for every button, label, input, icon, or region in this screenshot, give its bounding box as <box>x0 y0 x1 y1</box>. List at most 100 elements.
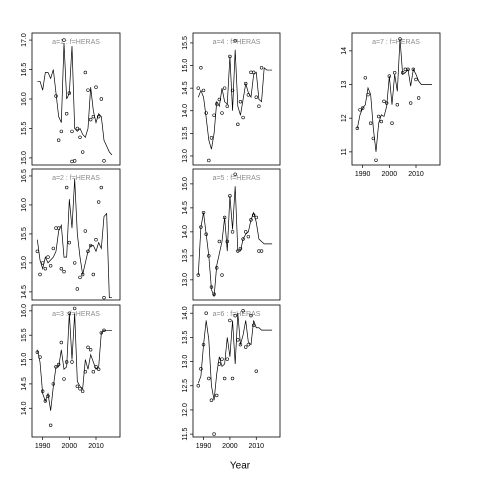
data-point <box>96 114 101 119</box>
y-tick-label: 13.5 <box>182 249 189 263</box>
y-tick-label: 14.5 <box>21 377 28 391</box>
x-tick-label: 2010 <box>248 443 264 450</box>
data-point <box>86 345 90 350</box>
data-point <box>233 172 237 176</box>
data-point <box>70 159 74 164</box>
panel-frame <box>192 304 281 438</box>
data-point <box>358 108 362 112</box>
y-tick-label: 11 <box>341 148 348 155</box>
data-point <box>62 377 66 381</box>
y-tick-label: 15.5 <box>182 36 189 50</box>
data-point <box>78 275 82 280</box>
data-point <box>233 38 237 43</box>
data-point <box>48 423 53 428</box>
data-point <box>360 106 365 110</box>
data-point <box>254 369 258 373</box>
data-point <box>230 230 235 234</box>
data-point <box>38 272 42 277</box>
y-tick-label: 12.0 <box>182 403 189 417</box>
y-tick-label: 14.0 <box>182 104 189 118</box>
data-point <box>233 313 237 318</box>
x-tick-label: 2000 <box>222 443 238 450</box>
y-tick-label: 13.0 <box>182 149 189 163</box>
data-point <box>207 376 211 381</box>
x-tick-label: 1990 <box>196 443 212 450</box>
data-point <box>48 264 53 268</box>
data-point <box>241 115 245 120</box>
y-tick-label: 12 <box>341 114 348 122</box>
data-point <box>70 129 74 134</box>
data-point <box>259 66 264 70</box>
data-point <box>43 399 48 403</box>
y-tick-label: 16.0 <box>21 92 28 106</box>
panel-title: a=2 : f=HERAS <box>52 175 100 182</box>
fit-line <box>197 49 273 150</box>
data-point <box>408 101 413 105</box>
data-point <box>62 269 66 274</box>
y-tick-label: 14.0 <box>21 401 28 415</box>
data-point <box>91 370 96 374</box>
fit-line <box>36 313 112 411</box>
data-point <box>102 295 106 300</box>
data-point <box>395 103 400 107</box>
data-point <box>249 313 253 318</box>
data-point <box>225 239 229 244</box>
fit-line <box>356 39 432 152</box>
y-tick-label: 14 <box>341 47 348 55</box>
data-point <box>217 97 222 102</box>
panel-title: a=4 : f=HERAS <box>213 39 261 46</box>
data-point <box>91 272 96 277</box>
data-point <box>78 135 82 140</box>
data-point <box>209 136 214 140</box>
data-point <box>225 104 229 108</box>
data-point <box>43 266 48 271</box>
y-tick-label: 14.5 <box>182 201 189 215</box>
data-point <box>212 432 216 436</box>
panel-title: a=7 : f=HERAS <box>372 39 420 46</box>
data-point <box>196 86 200 90</box>
data-point <box>80 389 85 393</box>
data-point <box>99 97 104 101</box>
y-tick-label: 16.5 <box>21 169 28 183</box>
x-tick-label: 1990 <box>355 171 371 178</box>
data-point <box>75 384 80 389</box>
y-tick-label: 16.0 <box>21 198 28 212</box>
y-tick-label: 15.0 <box>182 59 189 73</box>
panel-title: a=1 : f=HERAS <box>52 39 100 46</box>
y-tick-label: 14.5 <box>182 81 189 95</box>
data-point <box>222 376 227 381</box>
data-point <box>56 138 61 142</box>
data-point <box>246 342 251 347</box>
data-point <box>376 114 381 119</box>
y-tick-label: 13.5 <box>182 126 189 140</box>
data-point <box>244 230 248 234</box>
fit-line <box>36 178 112 299</box>
panel: a=4 : f=HERAS 13.0 13.5 14.0 14.5 15.0 15.5 <box>182 32 281 166</box>
data-point <box>72 261 77 265</box>
data-point <box>196 384 200 388</box>
data-point <box>99 185 104 190</box>
data-point <box>209 398 214 402</box>
panel-title: a=6 : f=HERAS <box>213 311 261 318</box>
data-point <box>222 86 227 90</box>
y-tick-label: 12.5 <box>182 379 189 393</box>
data-point <box>59 340 64 345</box>
x-axis-label: Year <box>230 461 251 472</box>
y-tick-label: 14.0 <box>182 306 189 320</box>
data-point <box>201 88 206 93</box>
y-tick-label: 13.0 <box>182 355 189 369</box>
data-point <box>246 234 251 239</box>
panel-title: a=5 : f=HERAS <box>213 175 261 182</box>
x-tick-label: 2010 <box>408 171 424 178</box>
data-point <box>51 246 56 251</box>
data-point <box>102 159 106 163</box>
data-point <box>70 360 74 364</box>
x-tick-label: 2010 <box>88 443 104 450</box>
data-point <box>225 357 229 361</box>
x-tick-label: 1990 <box>35 443 51 450</box>
panel-frame <box>31 304 121 438</box>
y-tick-label: 17.0 <box>21 33 28 47</box>
y-tick-label: 15.5 <box>21 227 28 241</box>
